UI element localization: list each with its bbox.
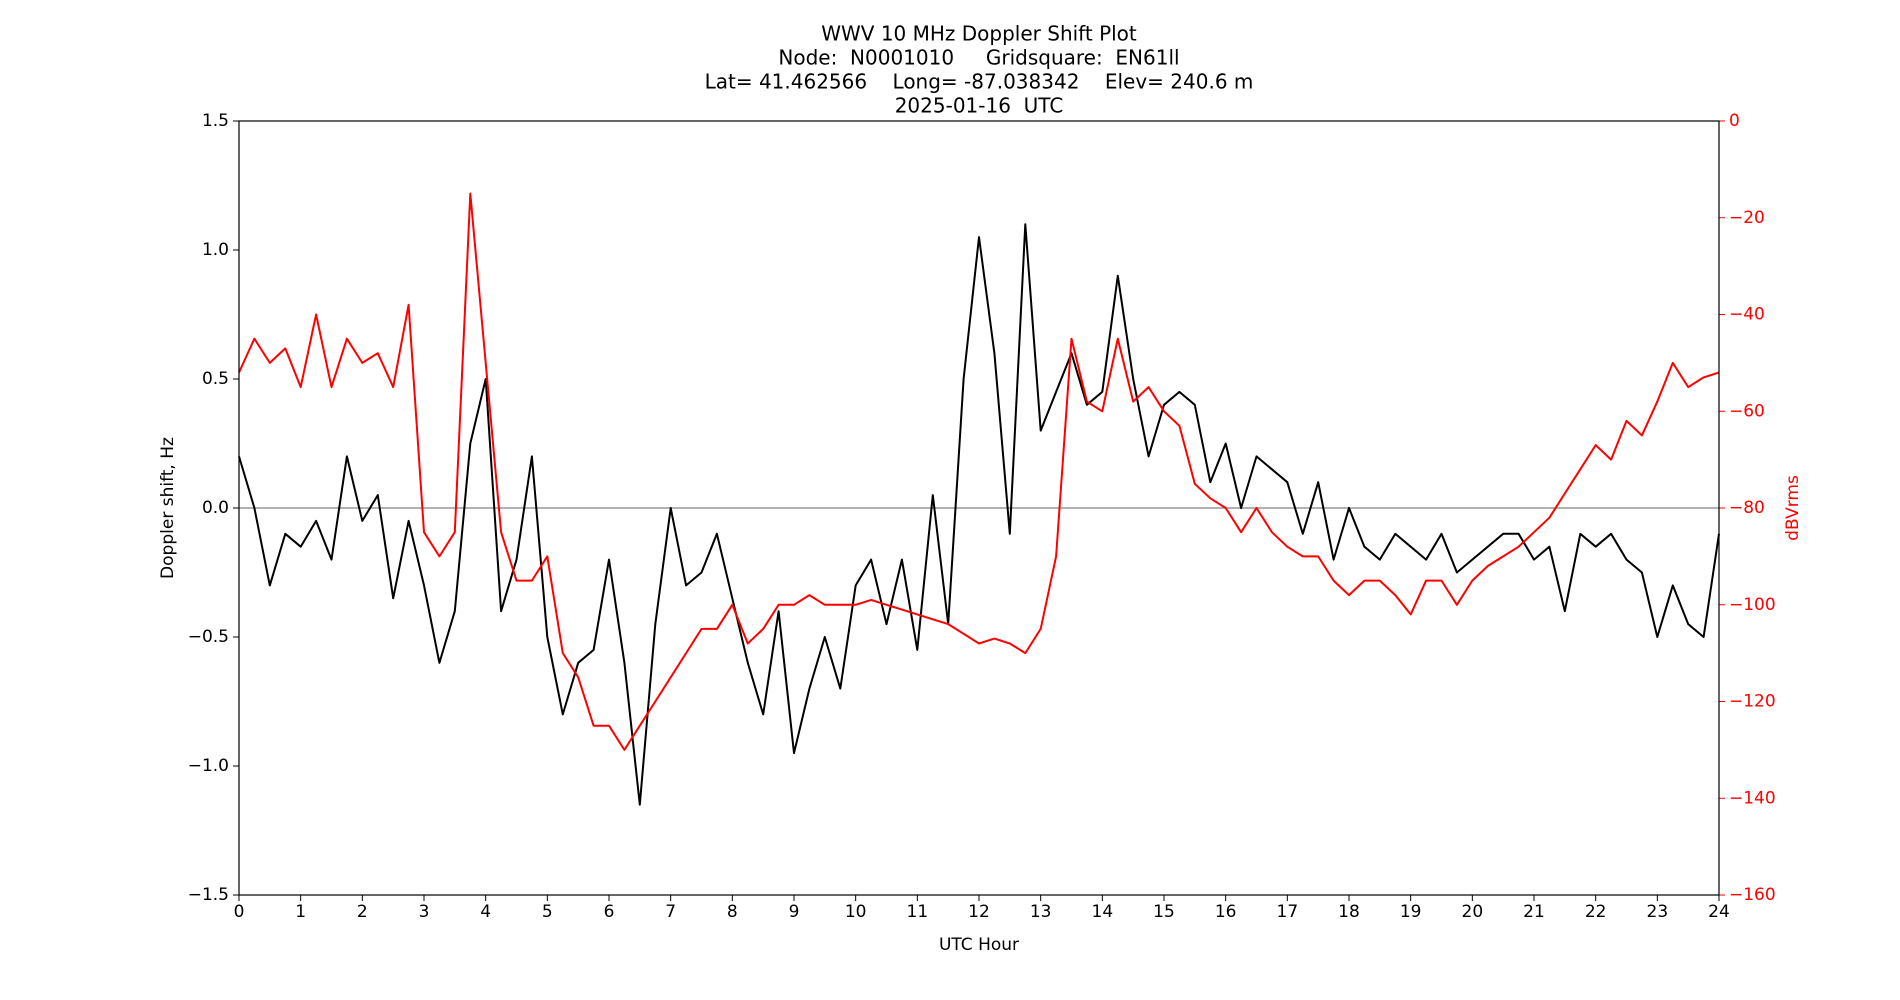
x-tick-label: 19 xyxy=(1400,902,1422,922)
y-tick-label: 0.5 xyxy=(202,369,229,389)
series-line xyxy=(238,192,1720,751)
y-tick-label: −1.5 xyxy=(188,885,229,905)
x-tick-label: 4 xyxy=(480,902,491,922)
x-tick-label: 5 xyxy=(542,902,553,922)
chart-title: WWV 10 MHz Doppler Shift Plot xyxy=(821,22,1137,46)
y-tick-label: −1.0 xyxy=(188,756,229,776)
x-tick-label: 16 xyxy=(1215,902,1237,922)
x-tick-label: 1 xyxy=(295,902,306,922)
y2-tick-label: −160 xyxy=(1729,885,1776,905)
x-tick-label: 6 xyxy=(604,902,615,922)
y-tick-label: 1.0 xyxy=(202,240,229,260)
x-tick-label: 21 xyxy=(1523,902,1545,922)
x-tick-label: 14 xyxy=(1092,902,1114,922)
y-tick-label: 1.5 xyxy=(202,111,229,131)
x-tick-label: 13 xyxy=(1030,902,1052,922)
y2-tick-label: −100 xyxy=(1729,595,1776,615)
x-tick-label: 18 xyxy=(1338,902,1360,922)
x-tick-label: 12 xyxy=(968,902,990,922)
x-tick-label: 17 xyxy=(1277,902,1299,922)
x-tick-label: 0 xyxy=(234,902,245,922)
x-tick-label: 20 xyxy=(1462,902,1484,922)
plot-frame xyxy=(238,120,1720,896)
y2-tick-label: 0 xyxy=(1729,111,1740,131)
y2-tick-label: −140 xyxy=(1729,788,1776,808)
x-tick-label: 2 xyxy=(357,902,368,922)
y2-axis-label: dBVrms xyxy=(1783,475,1803,541)
x-tick-label: 9 xyxy=(789,902,800,922)
series-line xyxy=(238,223,1720,806)
y2-tick-label: −60 xyxy=(1729,401,1765,421)
x-tick-label: 23 xyxy=(1647,902,1669,922)
x-tick-label: 8 xyxy=(727,902,738,922)
chart-title: Lat= 41.462566 Long= -87.038342 Elev= 24… xyxy=(705,70,1254,94)
y-tick-label: 0.0 xyxy=(202,498,229,518)
x-tick-label: 3 xyxy=(419,902,430,922)
x-axis-label: UTC Hour xyxy=(939,935,1019,955)
x-tick-label: 15 xyxy=(1153,902,1175,922)
chart-title: Node: N0001010 Gridsquare: EN61ll xyxy=(778,46,1179,70)
x-tick-label: 22 xyxy=(1585,902,1607,922)
x-tick-label: 10 xyxy=(845,902,867,922)
y-axis-label: Doppler shift, Hz xyxy=(158,437,178,579)
y-tick-label: −0.5 xyxy=(188,627,229,647)
x-tick-label: 24 xyxy=(1708,902,1730,922)
y2-tick-label: −80 xyxy=(1729,498,1765,518)
x-tick-label: 7 xyxy=(665,902,676,922)
chart-title: 2025-01-16 UTC xyxy=(895,94,1064,118)
y2-tick-label: −120 xyxy=(1729,692,1776,712)
x-tick-label: 11 xyxy=(907,902,929,922)
y2-tick-label: −20 xyxy=(1729,208,1765,228)
y2-tick-label: −40 xyxy=(1729,305,1765,325)
